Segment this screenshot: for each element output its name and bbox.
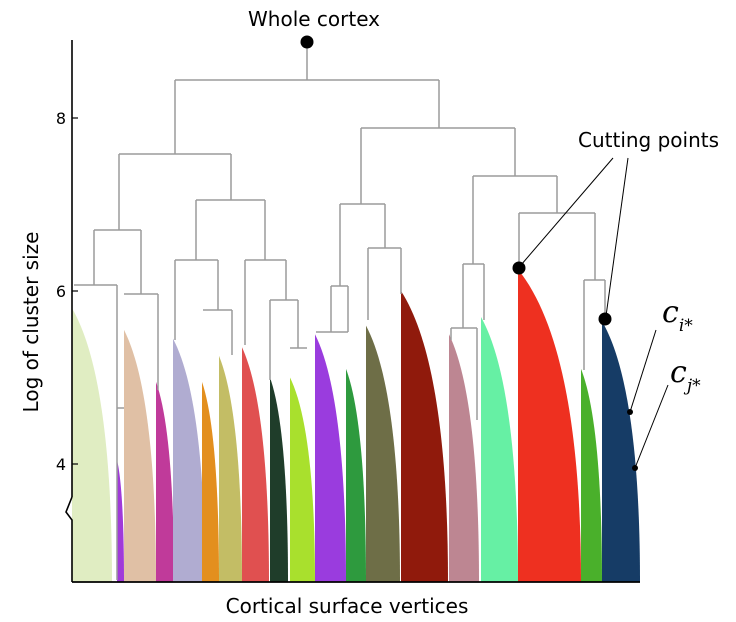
cluster-leaf	[156, 381, 174, 582]
root-node-marker	[300, 35, 314, 49]
cutting-point-marker	[512, 261, 526, 275]
y-axis-label: Log of cluster size	[19, 232, 43, 413]
cluster-leaf	[602, 321, 640, 582]
cluster-leaves	[72, 269, 640, 582]
cluster-leaf	[242, 347, 269, 582]
cutting-points-label: Cutting points	[578, 128, 719, 152]
y-tick-label: 4	[56, 455, 66, 474]
cluster-leaf	[290, 377, 315, 582]
x-axis-label: Cortical surface vertices	[226, 594, 469, 618]
cluster-leaf	[401, 291, 448, 582]
cluster-leaf	[449, 334, 479, 582]
y-ticks: 4 6 8	[56, 109, 78, 474]
cluster-i-label: ci*	[662, 295, 693, 336]
cluster-leaf	[581, 368, 602, 582]
cluster-leaf	[124, 329, 156, 582]
cluster-leaf	[219, 355, 242, 582]
y-axis-break	[65, 496, 73, 582]
cluster-leaf	[270, 377, 288, 582]
cluster-leaf	[366, 325, 400, 582]
cutting-pointer-line	[520, 157, 614, 266]
cluster-leaf	[72, 308, 112, 582]
cluster-leaf	[346, 368, 366, 582]
y-tick-label: 6	[56, 282, 66, 301]
cluster-leaf	[202, 381, 219, 582]
cluster-i-pointer-line	[629, 329, 657, 413]
cutting-point-marker	[598, 312, 612, 326]
cluster-j-label: cj*	[670, 355, 701, 396]
y-tick-label: 8	[56, 109, 66, 128]
cluster-leaf	[173, 338, 205, 582]
dendrogram-tree	[74, 42, 606, 580]
cluster-j-pointer-line	[634, 384, 669, 469]
cluster-leaf	[117, 459, 124, 582]
whole-cortex-label: Whole cortex	[248, 7, 380, 31]
cluster-leaf	[481, 316, 518, 582]
cutting-pointer-line	[605, 157, 629, 317]
cluster-leaf	[518, 269, 581, 582]
cluster-leaf	[315, 334, 346, 582]
